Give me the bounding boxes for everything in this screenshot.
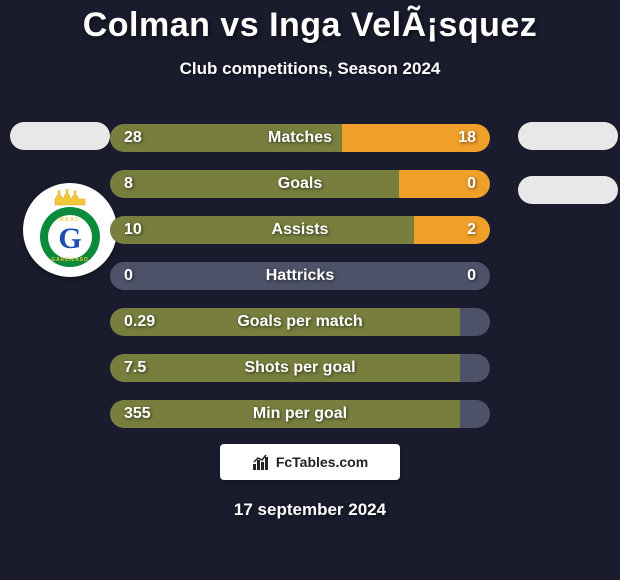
stat-row: 0.29Goals per match [110,308,490,336]
logo-text-bottom: GARCILASO [51,257,88,263]
stat-row: 355Min per goal [110,400,490,428]
stat-row: 2818Matches [110,124,490,152]
stat-label: Goals per match [110,308,490,336]
subtitle: Club competitions, Season 2024 [0,59,620,79]
chart-icon [252,453,270,471]
stat-label: Shots per goal [110,354,490,382]
player-badge-right-1 [518,122,618,150]
club-logo-svg: REAL GARCILASO G [29,189,111,271]
footer-brand-label: FcTables.com [276,454,368,470]
date-label: 17 september 2024 [0,500,620,520]
stat-row: 102Assists [110,216,490,244]
stat-label: Min per goal [110,400,490,428]
player-badge-right-2 [518,176,618,204]
stat-row: 7.5Shots per goal [110,354,490,382]
crown-icon [55,189,85,205]
club-logo: REAL GARCILASO G [23,183,117,277]
stat-label: Matches [110,124,490,152]
stat-row: 80Goals [110,170,490,198]
stat-label: Hattricks [110,262,490,290]
stat-row: 00Hattricks [110,262,490,290]
logo-letter: G [58,222,81,255]
stats-container: 2818Matches 80Goals 102Assists 00Hattricks 0… [110,124,490,446]
footer-brand[interactable]: FcTables.com [220,444,400,480]
stat-label: Assists [110,216,490,244]
page-title: Colman vs Inga VelÃ¡squez [0,0,620,45]
content: Colman vs Inga VelÃ¡squez Club competiti… [0,0,620,580]
stat-label: Goals [110,170,490,198]
player-badge-left [10,122,110,150]
